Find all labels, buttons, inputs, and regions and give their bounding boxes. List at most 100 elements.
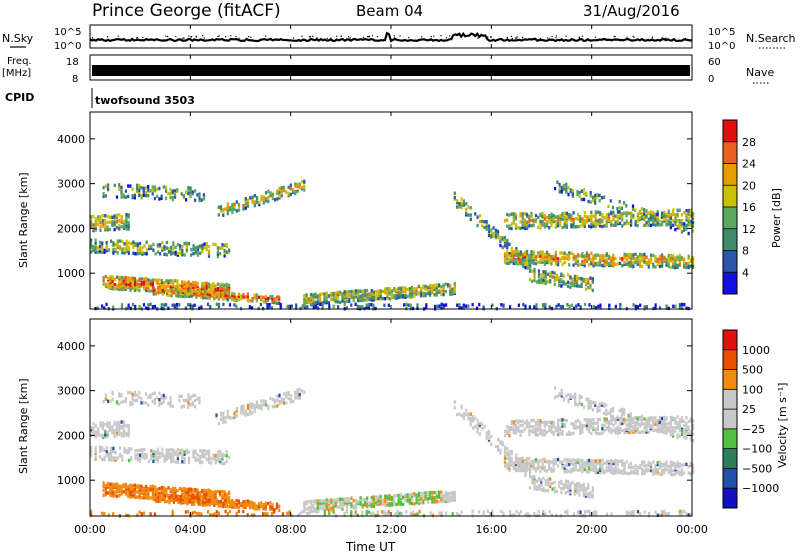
velocity-echo-cell bbox=[278, 504, 281, 508]
power-echo-cell bbox=[636, 255, 639, 259]
power-echo-cell bbox=[101, 250, 104, 254]
power-echo-cell bbox=[160, 194, 163, 198]
velocity-echo-cell bbox=[447, 499, 450, 504]
velocity-echo-cell bbox=[413, 494, 416, 498]
velocity-echo-cell bbox=[375, 503, 378, 507]
power-echo-cell bbox=[683, 260, 686, 264]
velocity-echo-cell bbox=[411, 494, 414, 498]
velocity-echo-cell bbox=[303, 509, 306, 513]
velocity-echo-cell bbox=[168, 495, 171, 500]
velocity-echo-cell bbox=[384, 496, 387, 500]
power-echo-cell bbox=[198, 306, 201, 310]
power-echo-cell bbox=[685, 218, 688, 222]
power-echo-cell bbox=[188, 294, 191, 298]
power-echo-cell bbox=[563, 251, 566, 255]
power-echo-cell bbox=[566, 303, 569, 307]
power-echo-cell bbox=[131, 302, 135, 307]
power-echo-cell bbox=[105, 243, 108, 247]
power-echo-cell bbox=[434, 304, 437, 309]
velocity-echo-cell bbox=[517, 429, 520, 433]
power-echo-cell bbox=[667, 209, 670, 213]
velocity-echo-cell bbox=[523, 421, 526, 425]
velocity-echo-cell bbox=[517, 468, 520, 472]
velocity-echo-cell bbox=[550, 428, 553, 432]
velocity-echo-cell bbox=[196, 458, 199, 462]
power-echo-cell bbox=[138, 305, 141, 309]
power-echo-cell bbox=[393, 296, 396, 300]
velocity-echo-cell bbox=[307, 506, 310, 510]
power-echo-cell bbox=[118, 225, 121, 230]
velocity-echo-cell bbox=[590, 459, 593, 463]
power-echo-cell bbox=[154, 278, 157, 282]
power-echo-cell bbox=[158, 282, 161, 287]
power-echo-cell bbox=[571, 283, 574, 287]
velocity-echo-cell bbox=[620, 409, 623, 414]
velocity-echo-cell bbox=[108, 421, 111, 426]
power-echo-cell bbox=[125, 241, 128, 246]
velocity-echo-cell bbox=[587, 404, 590, 409]
velocity-echo-cell bbox=[581, 464, 584, 468]
power-echo-cell bbox=[543, 260, 546, 264]
power-echo-cell bbox=[462, 306, 465, 310]
power-echo-cell bbox=[565, 225, 568, 229]
velocity-echo-cell bbox=[294, 396, 297, 400]
power-echo-cell bbox=[399, 291, 402, 295]
power-echo-cell bbox=[581, 253, 584, 258]
power-echo-cell bbox=[594, 210, 597, 214]
power-echo-cell bbox=[681, 302, 684, 307]
power-echo-cell bbox=[424, 292, 427, 296]
velocity-echo-cell bbox=[689, 461, 692, 466]
velocity-echo-cell bbox=[510, 419, 513, 424]
velocity-echo-cell bbox=[112, 458, 115, 462]
velocity-echo-cell bbox=[607, 427, 611, 432]
velocity-echo-cell bbox=[273, 508, 276, 512]
power-echo-cell bbox=[244, 201, 247, 205]
power-echo-cell bbox=[605, 224, 608, 228]
power-echo-cell bbox=[555, 273, 558, 278]
power-echo-cell bbox=[125, 227, 128, 231]
power-echo-cell bbox=[225, 288, 228, 293]
velocity-echo-cell bbox=[636, 422, 639, 426]
velocity-echo-cell bbox=[149, 485, 152, 489]
velocity-echo-cell bbox=[318, 503, 322, 507]
velocity-echo-cell bbox=[262, 399, 265, 403]
power-echo-cell bbox=[183, 284, 186, 288]
velocity-echo-cell bbox=[381, 498, 384, 502]
power-echo-cell bbox=[125, 223, 128, 227]
power-echo-cell bbox=[568, 215, 571, 219]
velocity-echo-cell bbox=[523, 464, 526, 468]
power-echo-cell bbox=[661, 255, 664, 259]
velocity-echo-cell bbox=[610, 427, 613, 431]
power-echo-cell bbox=[145, 279, 148, 283]
velocity-echo-cell bbox=[574, 394, 577, 398]
velocity-echo-cell bbox=[550, 460, 553, 464]
velocity-echo-cell bbox=[680, 468, 684, 472]
power-echo-cell bbox=[533, 278, 536, 282]
power-echo-cell bbox=[127, 194, 130, 199]
velocity-echo-cell bbox=[122, 399, 125, 404]
power-echo-cell bbox=[235, 295, 238, 300]
power-echo-cell bbox=[131, 284, 134, 288]
velocity-echo-cell bbox=[533, 487, 536, 491]
power-echo-cell bbox=[122, 222, 126, 226]
velocity-echo-cell bbox=[661, 420, 664, 424]
velocity-echo-cell bbox=[524, 471, 527, 475]
power-echo-cell bbox=[271, 196, 274, 201]
power-echo-cell bbox=[643, 255, 646, 259]
freq-ytick-bottom-left: 8 bbox=[72, 74, 78, 85]
velocity-echo-cell bbox=[223, 494, 226, 498]
power-echo-cell bbox=[237, 202, 241, 207]
velocity-echo-cell bbox=[280, 400, 283, 404]
velocity-echo-cell bbox=[127, 431, 130, 435]
power-echo-cell bbox=[656, 215, 659, 220]
power-echo-cell bbox=[512, 217, 515, 221]
power-echo-cell bbox=[174, 252, 177, 257]
velocity-echo-cell bbox=[570, 467, 573, 472]
power-echo-cell bbox=[510, 246, 513, 250]
velocity-echo-cell bbox=[678, 418, 681, 422]
power-echo-cell bbox=[492, 226, 495, 230]
power-echo-cell bbox=[225, 282, 228, 287]
velocity-echo-cell bbox=[141, 451, 144, 455]
velocity-echo-cell bbox=[189, 487, 193, 491]
power-echo-cell bbox=[584, 282, 588, 286]
